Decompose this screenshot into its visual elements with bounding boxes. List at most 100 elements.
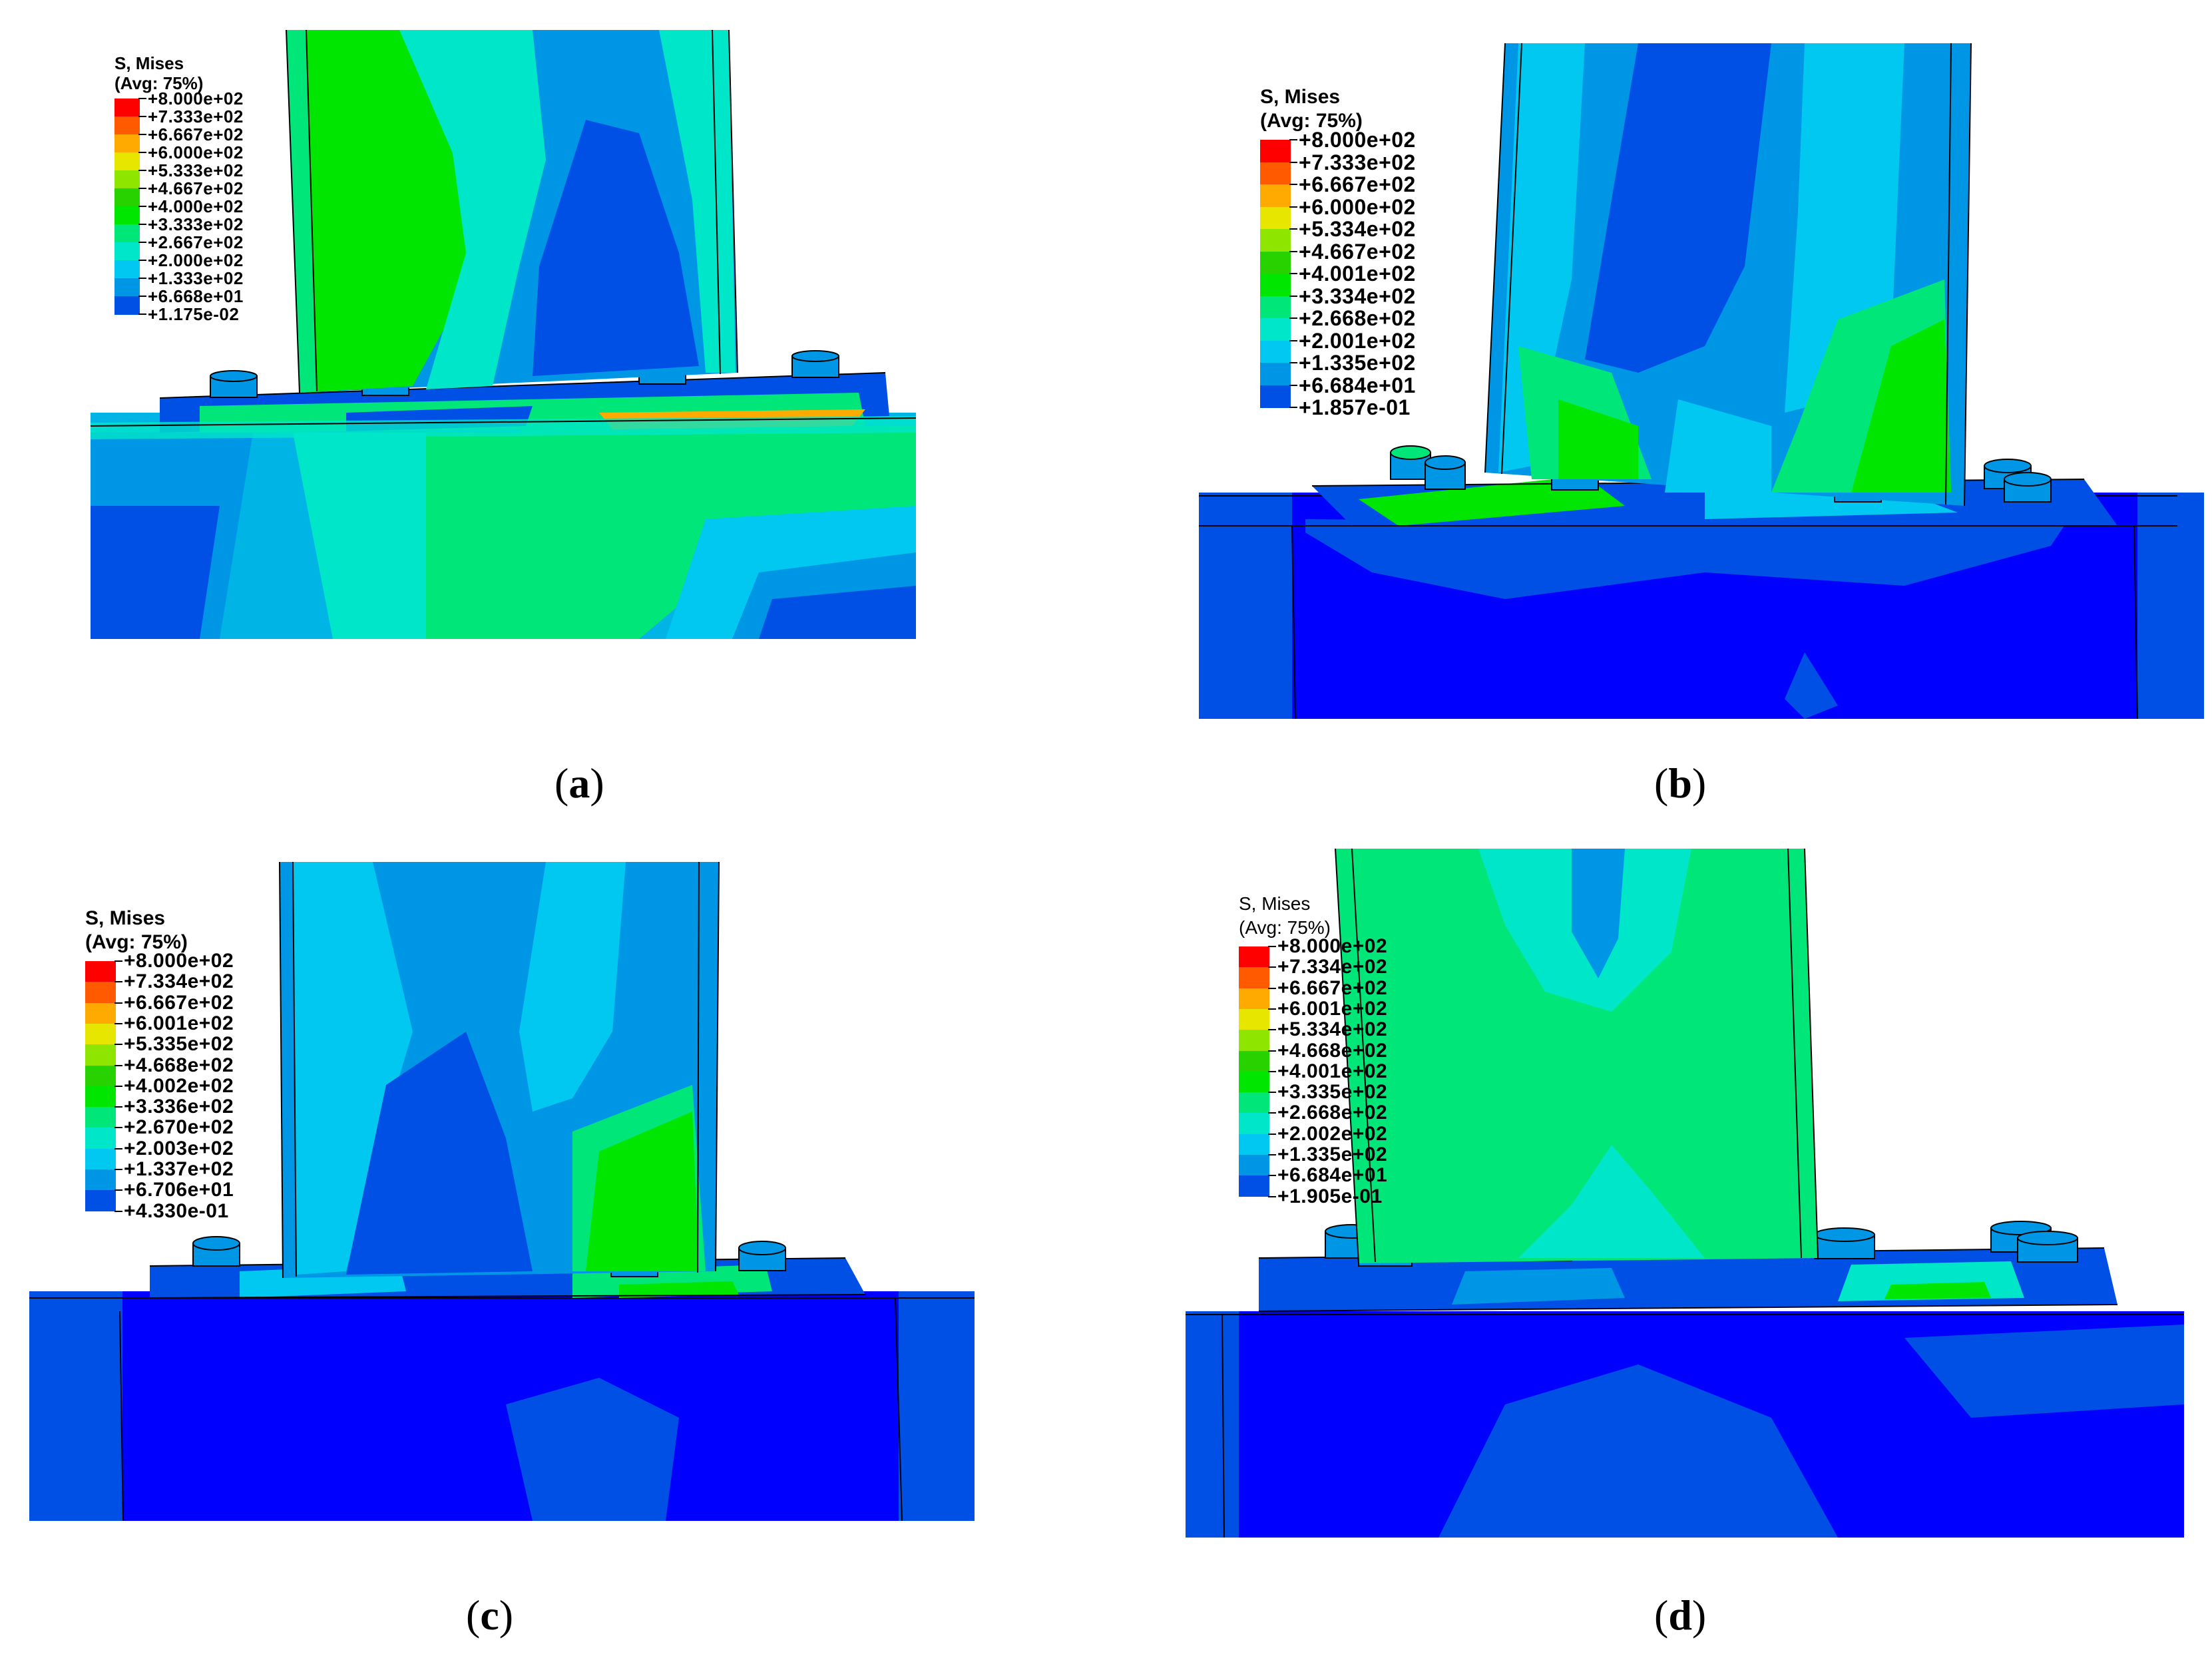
legend-swatch xyxy=(85,1148,116,1170)
caption-c: (c) xyxy=(466,1591,514,1639)
stress-contour-plot-a xyxy=(90,29,917,639)
legend-tick xyxy=(1289,339,1297,341)
legend-swatch xyxy=(114,206,140,225)
legend-value: +1.175e-02 xyxy=(148,304,240,324)
legend-swatch xyxy=(1260,162,1291,185)
legend-tick xyxy=(138,134,146,135)
legend-tick xyxy=(1268,1029,1276,1031)
legend-value: +4.668e+02 xyxy=(1277,1039,1388,1062)
panel-b: S, Mises (Avg: 75%) +8.000e+02 +7.333e+02… xyxy=(1106,0,2212,832)
legend-tick xyxy=(138,313,146,315)
legend-tick xyxy=(114,1169,122,1170)
legend-swatch xyxy=(114,296,140,315)
legend-tick xyxy=(138,206,146,207)
caption-a: (a) xyxy=(554,759,604,807)
legend-swatch xyxy=(1260,318,1291,341)
legend-value: +7.333e+02 xyxy=(1299,150,1416,174)
legend-value: +3.334e+02 xyxy=(1299,284,1416,308)
legend-swatch xyxy=(114,188,140,207)
legend-value: +2.001e+02 xyxy=(1299,328,1416,353)
legend-value: +1.333e+02 xyxy=(148,268,244,288)
legend-value: +8.000e+02 xyxy=(148,89,244,108)
color-scale: +8.000e+02 +7.333e+02 +6.667e+02 +6.000e+02… xyxy=(114,90,243,323)
legend-swatch xyxy=(1239,1008,1269,1030)
legend-value: +6.001e+02 xyxy=(124,1012,234,1034)
legend-tick xyxy=(114,1210,122,1212)
legend-tick xyxy=(1289,161,1297,163)
stress-contour-plot-d xyxy=(1186,848,2184,1538)
legend-value: +4.001e+02 xyxy=(1277,1060,1388,1082)
legend-tick xyxy=(1268,1175,1276,1177)
legend-value: +6.667e+02 xyxy=(1277,976,1388,999)
legend-swatch xyxy=(114,278,140,297)
legend-swatch xyxy=(1239,1113,1269,1135)
legend-value: +4.002e+02 xyxy=(124,1074,234,1097)
legend-swatch xyxy=(1260,363,1291,385)
legend-subtitle: (Avg: 75%) xyxy=(1260,110,1363,132)
color-scale: +8.000e+02 +7.334e+02 +6.667e+02 +6.001e+02… xyxy=(85,951,234,1221)
legend-value: +2.668e+02 xyxy=(1277,1102,1388,1124)
legend-tick xyxy=(138,98,146,99)
legend-b: S, Mises (Avg: 75%) +8.000e+02 +7.333e+02… xyxy=(1260,85,1415,418)
legend-value: +2.668e+02 xyxy=(1299,306,1416,330)
legend-swatch xyxy=(85,1190,116,1212)
legend-swatch xyxy=(1260,206,1291,230)
legend-value: +4.668e+02 xyxy=(124,1054,234,1076)
legend-swatch xyxy=(85,1169,116,1191)
legend-value: +1.905e-01 xyxy=(1277,1185,1383,1207)
legend-tick xyxy=(114,1127,122,1129)
legend-swatch xyxy=(85,1128,116,1149)
color-scale: +8.000e+02 +7.333e+02 +6.667e+02 +6.000e+02… xyxy=(1260,129,1415,418)
legend-tick xyxy=(1289,317,1297,319)
legend-tick xyxy=(1289,295,1297,297)
legend-tick xyxy=(138,188,146,189)
legend-swatch xyxy=(1239,988,1269,1010)
legend-swatch xyxy=(1260,385,1291,408)
legend-value: +6.667e+02 xyxy=(148,124,244,144)
legend-tick xyxy=(1268,987,1276,989)
legend-value: +6.667e+02 xyxy=(1299,172,1416,196)
caption-letter: b xyxy=(1668,759,1692,807)
legend-swatch xyxy=(1239,967,1269,989)
legend-tick xyxy=(1289,228,1297,230)
legend-swatch xyxy=(1239,1071,1269,1093)
legend-swatch xyxy=(114,134,140,153)
legend-tick xyxy=(1268,1133,1276,1135)
legend-c: S, Mises (Avg: 75%) +8.000e+02 +7.334e+02… xyxy=(85,907,234,1221)
legend-tick xyxy=(114,1147,122,1149)
legend-value: +1.335e+02 xyxy=(1277,1144,1388,1165)
legend-value: +2.000e+02 xyxy=(148,250,244,270)
legend-swatch xyxy=(114,99,140,117)
legend-swatch xyxy=(1239,1134,1269,1155)
legend-swatch xyxy=(1239,1155,1269,1176)
legend-tick xyxy=(1268,1050,1276,1052)
caption-letter: a xyxy=(568,759,590,807)
legend-tick xyxy=(1289,139,1297,140)
caption-letter: c xyxy=(480,1591,499,1639)
legend-swatch xyxy=(85,1086,116,1108)
legend-value: +4.330e-01 xyxy=(124,1199,229,1222)
legend-value: +1.857e-01 xyxy=(1299,395,1411,419)
legend-tick xyxy=(1289,384,1297,386)
caption-letter: d xyxy=(1668,1591,1692,1639)
panel-d: S, Mises (Avg: 75%) +8.000e+02 +7.334e+02… xyxy=(1106,832,2212,1666)
legend-tick xyxy=(114,1189,122,1191)
legend-swatch xyxy=(85,1002,116,1024)
legend-tick xyxy=(114,1085,122,1087)
legend-swatch xyxy=(114,224,140,243)
legend-value: +8.000e+02 xyxy=(124,950,234,972)
legend-value: +4.000e+02 xyxy=(148,196,244,216)
legend-value: +6.684e+01 xyxy=(1299,373,1416,397)
legend-tick xyxy=(138,152,146,153)
legend-subtitle: (Avg: 75%) xyxy=(114,73,204,93)
legend-tick xyxy=(1289,362,1297,363)
legend-swatch xyxy=(114,170,140,189)
legend-value: +2.667e+02 xyxy=(148,232,244,252)
legend-swatch xyxy=(1239,1050,1269,1072)
legend-tick xyxy=(1268,966,1276,968)
legend-value: +3.335e+02 xyxy=(1277,1081,1388,1104)
legend-swatch xyxy=(1260,251,1291,274)
legend-tick xyxy=(1289,407,1297,408)
legend-swatch xyxy=(114,152,140,171)
legend-swatch xyxy=(1239,1175,1269,1197)
